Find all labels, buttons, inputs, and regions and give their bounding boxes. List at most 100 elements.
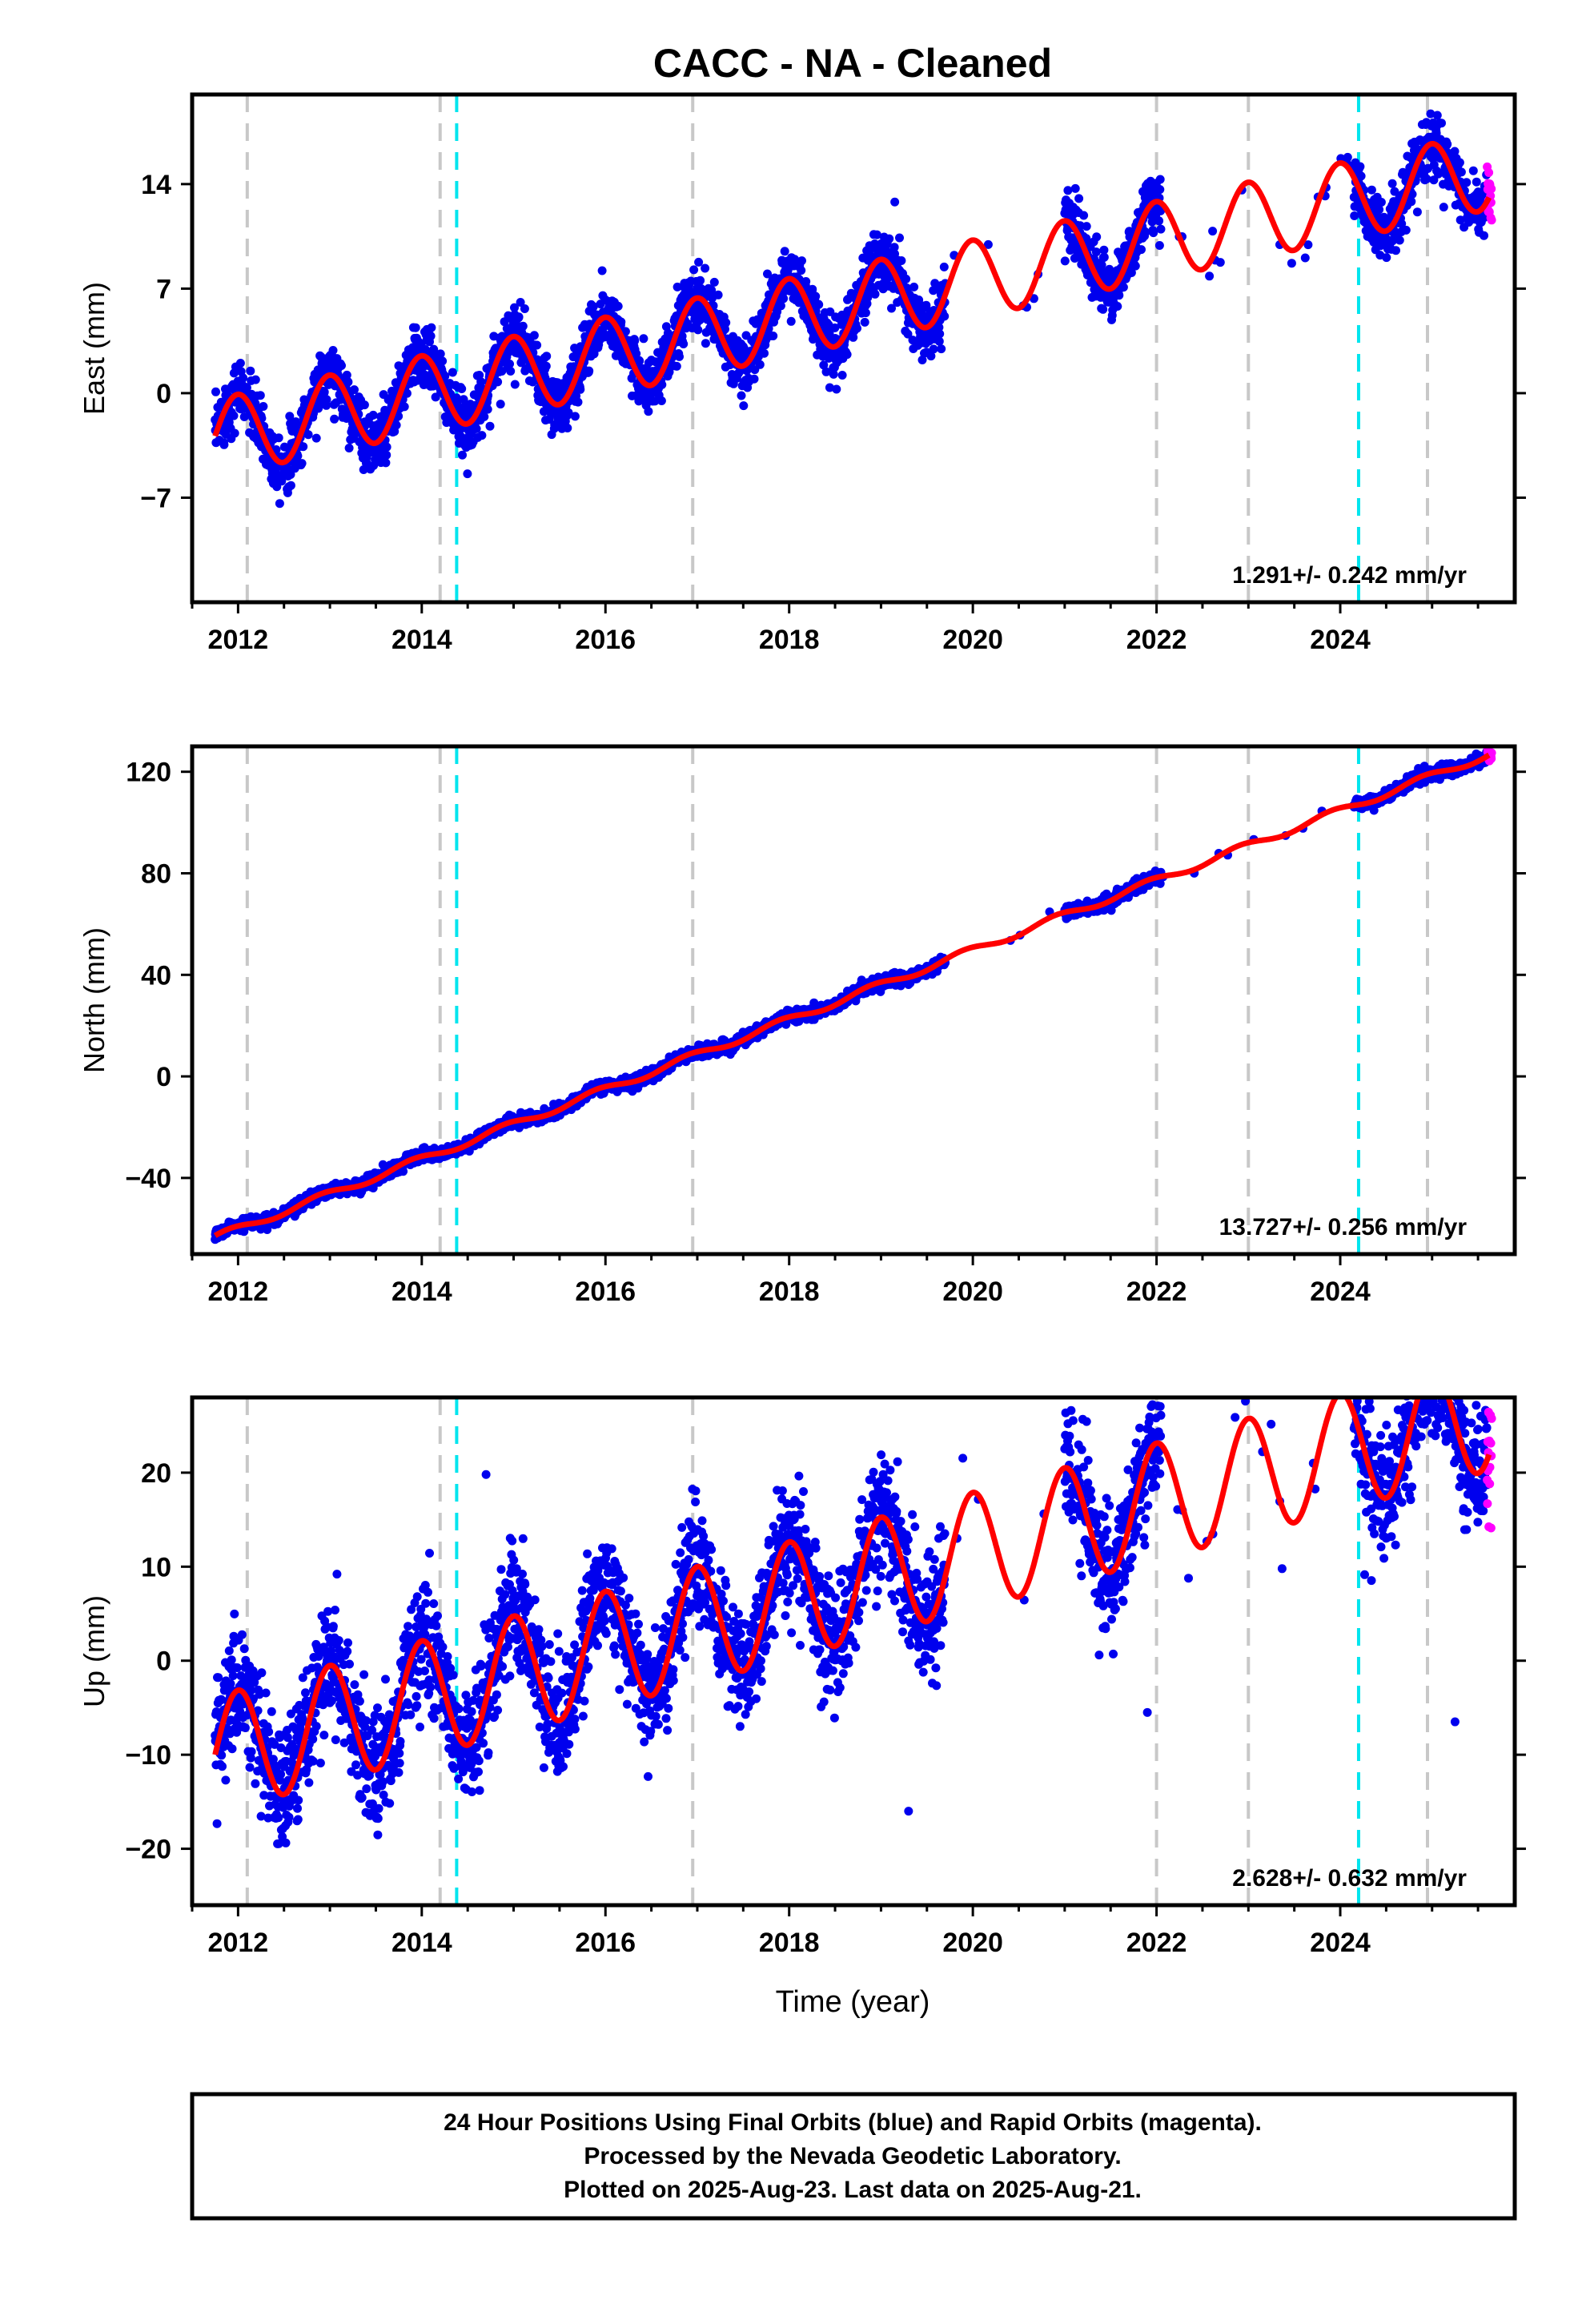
final-orbit-point [661,322,671,332]
final-orbit-point [937,344,946,354]
final-orbit-point [1401,225,1411,235]
final-orbit-point [983,239,993,249]
final-orbit-point [613,301,623,311]
final-orbit-point [721,318,731,328]
final-orbit-point [760,348,769,358]
y-tick-label: 7 [156,274,171,304]
final-orbit-point [707,285,717,295]
final-orbit-point [1450,147,1460,156]
final-orbit-point [779,294,789,304]
final-orbit-point [713,290,723,300]
final-orbit-point [1375,205,1384,215]
final-orbit-point [616,317,626,327]
final-orbit-point [635,356,644,366]
final-orbit-point [1154,241,1164,250]
final-orbit-point [672,361,681,371]
final-orbit-point [889,243,899,252]
final-orbit-point [514,312,524,322]
final-orbit-point [588,302,598,312]
final-orbit-point [1472,177,1481,187]
final-orbit-point [285,412,295,421]
y-axis-title: East (mm) [78,282,110,415]
final-orbit-point [1376,198,1386,207]
final-orbit-point [739,401,749,411]
final-orbit-point [675,352,684,361]
final-orbit-point [229,411,239,420]
final-orbit-point [1205,271,1215,281]
final-orbit-point [1439,203,1448,212]
final-orbit-point [860,317,869,327]
final-orbit-point [909,282,919,292]
final-orbit-point [829,369,838,379]
final-orbit-point [286,470,295,479]
final-orbit-point [1118,283,1128,292]
final-orbit-point [251,375,260,384]
final-orbit-point [259,402,268,411]
x-tick-label: 2012 [208,625,269,655]
rapid-orbit-point [1487,184,1496,194]
final-orbit-point [1215,258,1225,267]
final-orbit-point [1126,268,1136,277]
final-orbit-point [1079,211,1089,220]
final-orbit-point [926,352,936,361]
final-orbit-point [472,424,481,433]
final-orbit-point [573,397,583,407]
final-orbit-point [359,400,369,410]
final-orbit-point [1155,175,1165,184]
final-orbit-point [242,383,251,392]
final-orbit-point [330,414,339,424]
north-panel: 2012 2014 2016 2018 2020 2022 2024−4004080120N… [78,744,1526,1307]
final-orbit-point [1432,111,1442,120]
final-orbit-point [532,340,542,350]
final-orbit-point [1091,247,1101,257]
final-orbit-point [529,331,539,340]
x-tick-label: 2014 [391,625,452,655]
final-orbit-point [1075,221,1085,231]
final-orbit-point [897,256,906,265]
final-orbit-point [1092,232,1102,242]
final-orbit-point [1390,187,1399,196]
final-orbit-point [811,292,821,301]
final-orbit-point [1455,158,1464,167]
final-orbit-point [516,298,525,307]
final-orbit-point [399,1167,408,1176]
final-orbit-point [1480,231,1488,240]
final-orbit-point [493,377,503,387]
final-orbit-point [337,361,346,370]
final-orbit-point [219,440,229,449]
final-orbit-point [382,450,391,460]
final-orbit-point [694,257,704,267]
final-orbit-point [814,300,824,309]
final-orbit-point [780,247,789,256]
final-orbit-point [1082,222,1091,231]
final-orbit-point [1443,139,1452,149]
final-orbit-point [1462,178,1472,187]
x-tick-label: 2020 [942,625,1003,655]
model-fit-line [212,141,1492,466]
final-orbit-point [448,368,457,377]
final-orbit-point [903,329,913,339]
final-orbit-point [776,301,785,311]
final-orbit-point [1343,152,1352,162]
final-orbit-point [887,304,896,313]
final-orbit-point [480,412,489,421]
final-orbit-point [402,388,412,398]
x-tick-label: 2016 [575,625,636,655]
final-orbit-point [673,282,682,292]
final-orbit-point [463,469,472,479]
final-orbit-point [1208,227,1218,236]
final-orbit-point [1437,119,1446,128]
final-orbit-point [917,356,927,364]
final-orbit-point [297,459,307,468]
final-orbit-point [343,377,353,387]
final-orbit-point [630,336,640,346]
final-orbit-point [319,388,329,396]
final-orbit-point [825,383,834,392]
final-orbit-point [1137,245,1146,255]
final-orbit-point [597,266,607,275]
final-orbit-point [211,387,220,396]
y-tick-label: 0 [156,379,171,409]
final-orbit-point [921,300,931,310]
y-tick-label: −7 [140,483,171,513]
